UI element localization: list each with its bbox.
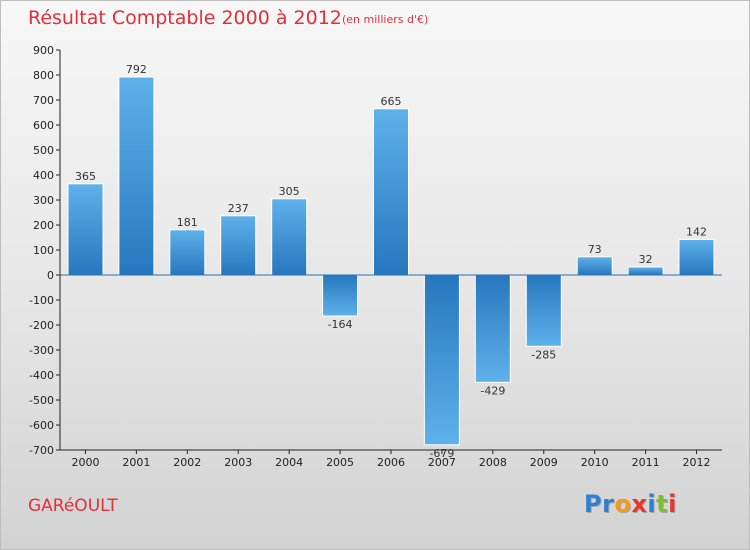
y-tick-label: 400	[33, 169, 54, 182]
data-label: 142	[686, 226, 707, 239]
logo-letter: t	[656, 490, 669, 518]
x-tick-label: 2009	[530, 456, 558, 469]
bar	[220, 215, 257, 276]
data-label: 73	[588, 243, 602, 256]
data-label: 32	[639, 253, 653, 266]
y-tick-label: 300	[33, 194, 54, 207]
logo-letter: o	[614, 490, 632, 518]
y-tick-label: 700	[33, 94, 54, 107]
x-tick-label: 2004	[275, 456, 303, 469]
bar	[67, 183, 104, 276]
x-tick-label: 2003	[224, 456, 252, 469]
y-tick-label: 100	[33, 244, 54, 257]
data-label: 181	[177, 216, 198, 229]
bar	[678, 239, 715, 276]
x-tick-label: 2006	[377, 456, 405, 469]
bar	[118, 76, 155, 276]
data-label: 665	[381, 95, 402, 108]
bar	[423, 274, 460, 446]
y-tick-label: 500	[33, 144, 54, 157]
logo-letter: x	[631, 490, 648, 518]
data-label: 792	[126, 63, 147, 76]
logo-letter: i	[647, 490, 657, 518]
y-tick-label: -600	[29, 419, 54, 432]
y-tick-label: -700	[29, 444, 54, 457]
y-tick-label: -500	[29, 394, 54, 407]
x-tick-label: 2002	[173, 456, 201, 469]
data-label: 305	[279, 185, 300, 198]
chart-subtitle: (en milliers d'€)	[342, 13, 429, 26]
x-tick-label: 2005	[326, 456, 354, 469]
data-label: -679	[429, 447, 454, 460]
x-tick-label: 2012	[683, 456, 711, 469]
proxiti-logo: Proxiti	[584, 490, 677, 518]
y-tick-label: 200	[33, 219, 54, 232]
bar	[169, 229, 206, 276]
commune-name: GARéOULT	[28, 496, 118, 516]
logo-letter: i	[668, 490, 677, 518]
x-tick-label: 2007	[428, 456, 456, 469]
data-label: -285	[531, 348, 556, 361]
bar	[322, 274, 359, 317]
data-label: 237	[228, 202, 249, 215]
chart-title: Résultat Comptable 2000 à 2012	[28, 7, 342, 29]
bar	[627, 266, 664, 276]
bar	[373, 108, 409, 276]
data-label: -429	[480, 384, 505, 397]
y-tick-label: -100	[29, 294, 54, 307]
bar	[576, 256, 613, 276]
x-tick-label: 2010	[581, 456, 609, 469]
bar	[271, 198, 308, 276]
y-tick-label: 0	[47, 269, 54, 282]
logo-letter: r	[602, 490, 615, 518]
x-tick-label: 2011	[632, 456, 660, 469]
data-label: -164	[328, 318, 353, 331]
y-tick-label: -400	[29, 369, 54, 382]
logo-letter: P	[584, 490, 603, 518]
x-tick-label: 2000	[71, 456, 99, 469]
y-tick-label: -200	[29, 319, 54, 332]
y-tick-label: 800	[33, 69, 54, 82]
x-tick-label: 2008	[479, 456, 507, 469]
y-tick-label: -300	[29, 344, 54, 357]
data-label: 365	[75, 170, 96, 183]
bar	[474, 274, 511, 383]
y-tick-label: 600	[33, 119, 54, 132]
x-tick-label: 2001	[122, 456, 150, 469]
y-tick-label: 900	[33, 44, 54, 57]
bar	[525, 274, 562, 347]
